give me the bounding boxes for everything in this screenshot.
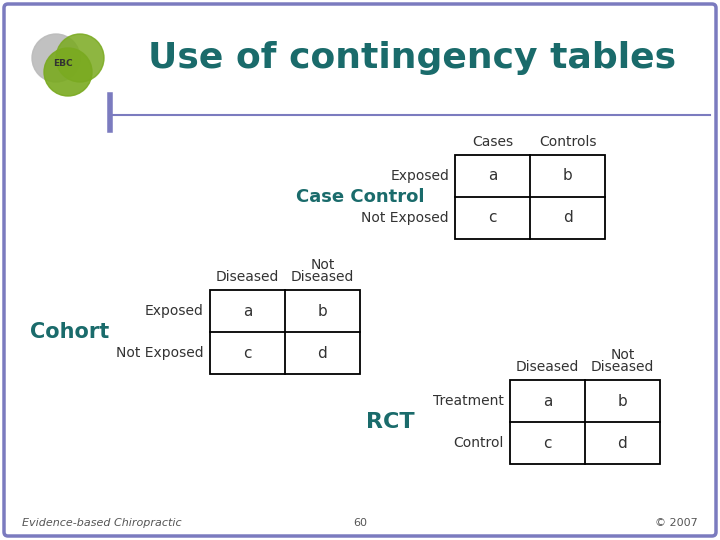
Text: d: d [618, 435, 627, 450]
Circle shape [32, 34, 80, 82]
Text: a: a [488, 168, 498, 184]
Text: EBC: EBC [53, 59, 73, 69]
Text: 60: 60 [353, 518, 367, 528]
Text: Diseased: Diseased [516, 360, 579, 374]
Text: Diseased: Diseased [591, 360, 654, 374]
Circle shape [56, 34, 104, 82]
Text: a: a [243, 303, 252, 319]
Text: a: a [543, 394, 552, 408]
Text: Not: Not [310, 258, 335, 272]
Text: c: c [544, 435, 552, 450]
Text: Diseased: Diseased [216, 270, 279, 284]
Circle shape [44, 48, 92, 96]
Text: Exposed: Exposed [145, 304, 204, 318]
Text: c: c [488, 211, 497, 226]
Text: Treatment: Treatment [433, 394, 504, 408]
Text: Control: Control [454, 436, 504, 450]
Text: b: b [318, 303, 328, 319]
Text: Use of contingency tables: Use of contingency tables [148, 41, 676, 75]
Text: Not: Not [611, 348, 635, 362]
Bar [510, 380, 660, 464]
Text: b: b [562, 168, 572, 184]
Text: d: d [318, 346, 328, 361]
Text: © 2007: © 2007 [655, 518, 698, 528]
Text: Exposed: Exposed [390, 169, 449, 183]
FancyBboxPatch shape [4, 4, 716, 536]
Bar [210, 290, 360, 374]
Text: Controls: Controls [539, 135, 596, 149]
Text: Not Exposed: Not Exposed [361, 211, 449, 225]
Text: Cases: Cases [472, 135, 513, 149]
Text: Cohort: Cohort [30, 322, 109, 342]
Text: c: c [243, 346, 252, 361]
Text: b: b [618, 394, 627, 408]
Text: RCT: RCT [366, 412, 414, 432]
Text: Not Exposed: Not Exposed [117, 346, 204, 360]
Bar [455, 155, 605, 239]
Text: d: d [562, 211, 572, 226]
Text: Evidence-based Chiropractic: Evidence-based Chiropractic [22, 518, 181, 528]
Text: Case Control: Case Control [296, 188, 424, 206]
Text: Diseased: Diseased [291, 270, 354, 284]
